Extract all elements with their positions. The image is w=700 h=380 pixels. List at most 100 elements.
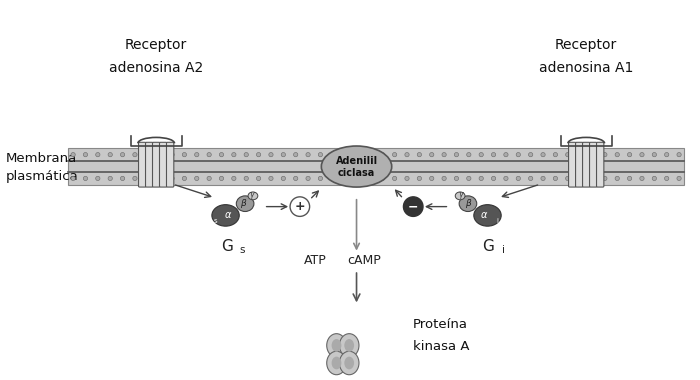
Ellipse shape xyxy=(344,339,354,352)
Circle shape xyxy=(71,176,75,180)
Circle shape xyxy=(652,152,657,157)
Circle shape xyxy=(256,152,260,157)
Circle shape xyxy=(368,176,372,180)
Circle shape xyxy=(219,152,223,157)
Circle shape xyxy=(330,152,335,157)
Ellipse shape xyxy=(321,146,392,187)
Circle shape xyxy=(467,176,471,180)
Circle shape xyxy=(640,176,644,180)
Ellipse shape xyxy=(327,351,346,375)
Circle shape xyxy=(108,176,112,180)
Ellipse shape xyxy=(332,357,342,369)
Circle shape xyxy=(83,152,88,157)
Text: kinasa A: kinasa A xyxy=(413,340,470,353)
Circle shape xyxy=(108,152,112,157)
Circle shape xyxy=(442,152,446,157)
Ellipse shape xyxy=(327,334,346,357)
Circle shape xyxy=(145,176,149,180)
Circle shape xyxy=(269,152,273,157)
Text: −: − xyxy=(408,200,419,213)
Text: $\alpha$: $\alpha$ xyxy=(480,211,489,220)
Ellipse shape xyxy=(344,357,354,369)
Circle shape xyxy=(232,176,236,180)
Circle shape xyxy=(403,197,423,216)
Text: Receptor: Receptor xyxy=(125,38,188,52)
Circle shape xyxy=(603,152,607,157)
Circle shape xyxy=(479,176,483,180)
Circle shape xyxy=(603,176,607,180)
Circle shape xyxy=(145,152,149,157)
Circle shape xyxy=(306,176,310,180)
Circle shape xyxy=(290,197,309,216)
Circle shape xyxy=(541,176,545,180)
FancyBboxPatch shape xyxy=(146,142,153,187)
Circle shape xyxy=(158,176,162,180)
Circle shape xyxy=(182,176,186,180)
Ellipse shape xyxy=(340,351,359,375)
Circle shape xyxy=(232,152,236,157)
Ellipse shape xyxy=(340,334,359,357)
Circle shape xyxy=(516,152,520,157)
Circle shape xyxy=(664,152,668,157)
Circle shape xyxy=(269,176,273,180)
FancyBboxPatch shape xyxy=(596,142,604,187)
Circle shape xyxy=(578,176,582,180)
FancyBboxPatch shape xyxy=(167,142,174,187)
Circle shape xyxy=(627,152,631,157)
Text: i: i xyxy=(502,245,505,255)
Circle shape xyxy=(330,176,335,180)
Circle shape xyxy=(640,152,644,157)
Circle shape xyxy=(219,176,223,180)
Circle shape xyxy=(553,176,557,180)
Circle shape xyxy=(306,152,310,157)
Circle shape xyxy=(590,152,594,157)
FancyBboxPatch shape xyxy=(153,142,160,187)
Circle shape xyxy=(195,176,199,180)
Circle shape xyxy=(343,176,347,180)
Circle shape xyxy=(133,176,137,180)
Ellipse shape xyxy=(332,339,342,352)
Text: plasmática: plasmática xyxy=(6,170,78,183)
FancyBboxPatch shape xyxy=(582,142,590,187)
Circle shape xyxy=(405,152,409,157)
Circle shape xyxy=(405,176,409,180)
Circle shape xyxy=(417,176,421,180)
Circle shape xyxy=(566,176,570,180)
Circle shape xyxy=(504,176,508,180)
Circle shape xyxy=(491,152,496,157)
Circle shape xyxy=(652,176,657,180)
Text: adenosina A2: adenosina A2 xyxy=(109,61,203,75)
Circle shape xyxy=(541,152,545,157)
Ellipse shape xyxy=(459,196,477,212)
Text: ciclasa: ciclasa xyxy=(338,168,375,178)
Circle shape xyxy=(195,152,199,157)
Circle shape xyxy=(380,176,384,180)
Circle shape xyxy=(182,152,186,157)
Text: Receptor: Receptor xyxy=(555,38,617,52)
Circle shape xyxy=(244,176,248,180)
Circle shape xyxy=(380,152,384,157)
Circle shape xyxy=(120,176,125,180)
Circle shape xyxy=(491,176,496,180)
Text: s: s xyxy=(239,245,245,255)
Ellipse shape xyxy=(455,192,465,200)
Circle shape xyxy=(343,152,347,157)
Text: $\gamma$: $\gamma$ xyxy=(458,190,465,201)
FancyBboxPatch shape xyxy=(139,142,146,187)
Circle shape xyxy=(430,152,434,157)
Circle shape xyxy=(207,152,211,157)
Circle shape xyxy=(393,152,397,157)
Circle shape xyxy=(71,152,75,157)
Text: $\gamma$: $\gamma$ xyxy=(248,190,256,201)
Circle shape xyxy=(393,176,397,180)
Text: G: G xyxy=(222,239,234,254)
Text: Membrana: Membrana xyxy=(6,152,78,165)
Ellipse shape xyxy=(474,205,501,226)
Circle shape xyxy=(96,152,100,157)
Text: s: s xyxy=(214,218,218,224)
Circle shape xyxy=(207,176,211,180)
Circle shape xyxy=(578,152,582,157)
Circle shape xyxy=(120,152,125,157)
Circle shape xyxy=(566,152,570,157)
Bar xyxy=(68,148,684,185)
